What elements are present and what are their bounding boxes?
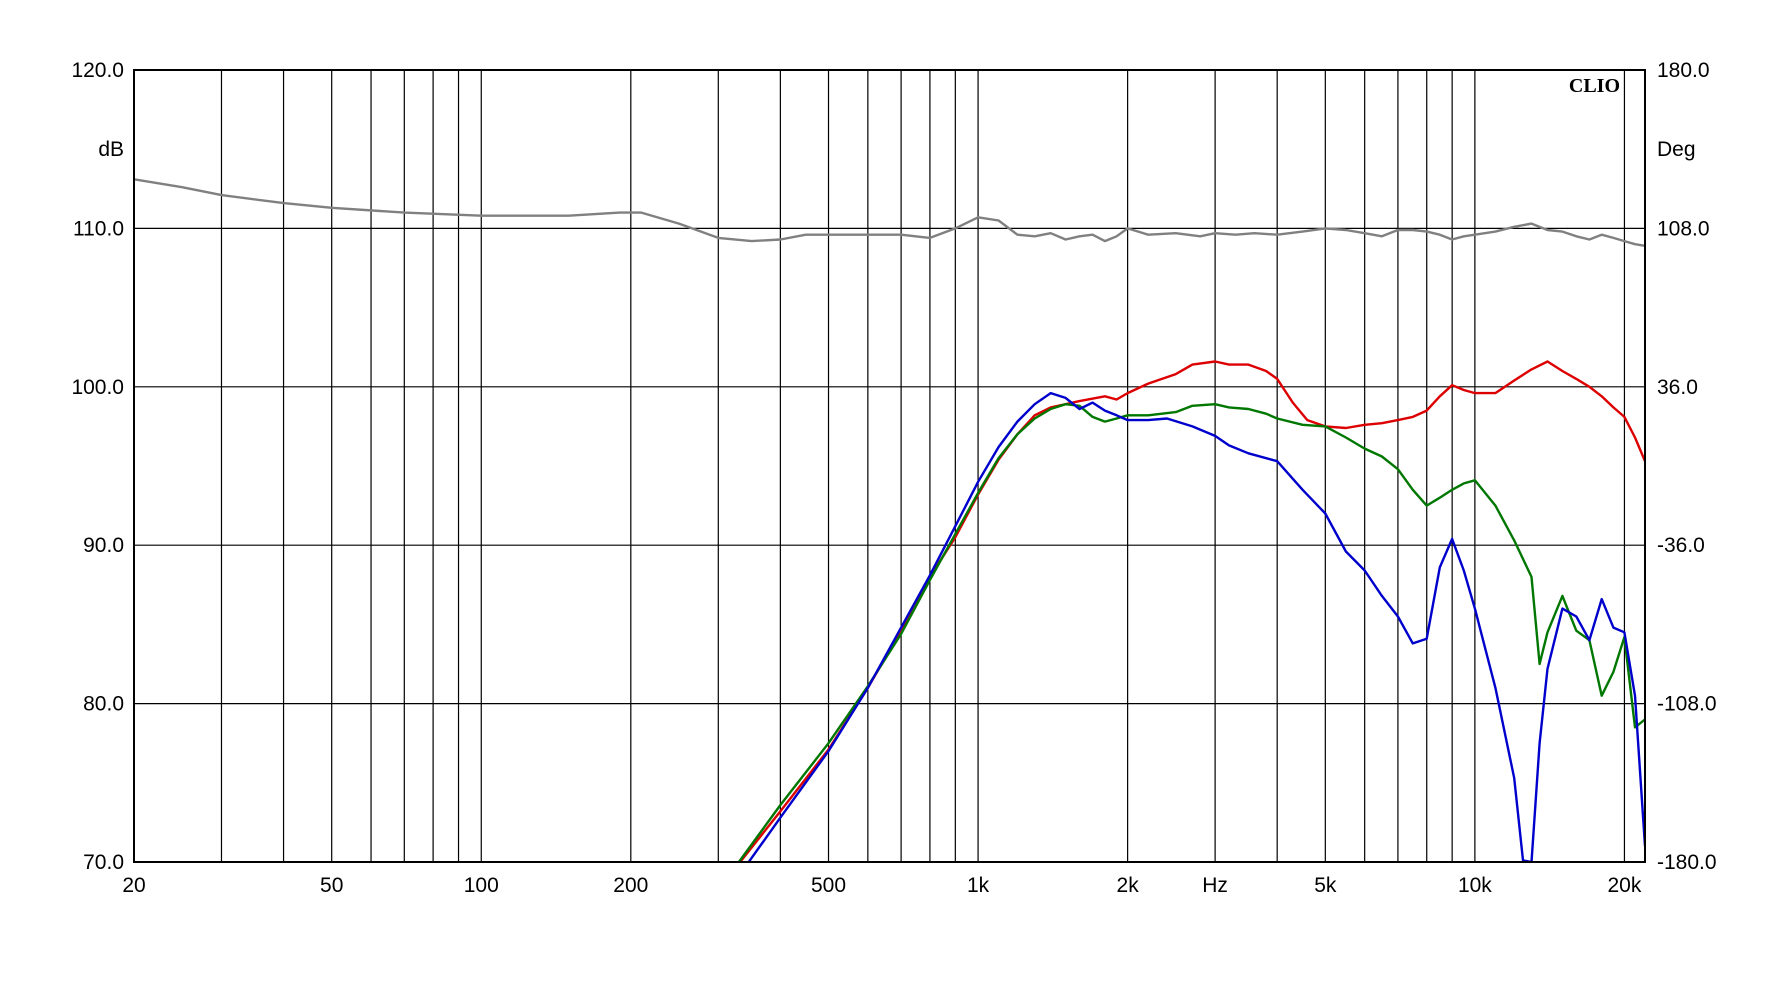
y-axis-right-unit: Deg (1657, 138, 1696, 161)
x-tick-label: 10k (1458, 874, 1492, 897)
series-layer (134, 178, 1645, 862)
plot-frame (133, 69, 1646, 863)
brand-label: CLIO (1569, 75, 1620, 97)
x-tick-label: 200 (613, 874, 648, 897)
x-tick-label: 500 (811, 874, 846, 897)
y-right-tick-label: -36.0 (1657, 534, 1705, 557)
x-tick-label: 5k (1314, 874, 1337, 897)
x-axis-unit: Hz (1202, 874, 1228, 897)
y-left-tick-label: 100.0 (71, 376, 124, 399)
y-left-tick-label: 80.0 (83, 693, 124, 716)
y-right-tick-label: 108.0 (1657, 217, 1710, 240)
y-right-tick-label: -108.0 (1657, 693, 1717, 716)
series-line-4 (747, 391, 1645, 862)
y-left-tick-label: 70.0 (83, 851, 124, 874)
y-left-tick-label: 110.0 (73, 217, 124, 240)
x-tick-label: 20 (122, 874, 145, 897)
x-tick-label: 100 (464, 874, 499, 897)
y-right-tick-label: -180.0 (1657, 851, 1717, 874)
x-tick-label: 50 (320, 874, 343, 897)
y-right-tick-label: 180.0 (1657, 59, 1710, 82)
y-left-tick-label: 90.0 (83, 534, 124, 557)
series-line-1 (134, 178, 1645, 247)
x-tick-label: 2k (1117, 874, 1140, 897)
x-tick-label: 1k (967, 874, 990, 897)
y-left-tick-label: 120.0 (71, 59, 124, 82)
series-line-3 (737, 403, 1645, 862)
y-axis-left-unit: dB (98, 138, 124, 161)
tick-labels: 20 50 100 200 500 1k 2k 5k 10k 20k 120.0 110.0 100.0… (71, 59, 1716, 897)
x-tick-label: 20k (1608, 874, 1642, 897)
y-right-tick-label: 36.0 (1657, 376, 1698, 399)
